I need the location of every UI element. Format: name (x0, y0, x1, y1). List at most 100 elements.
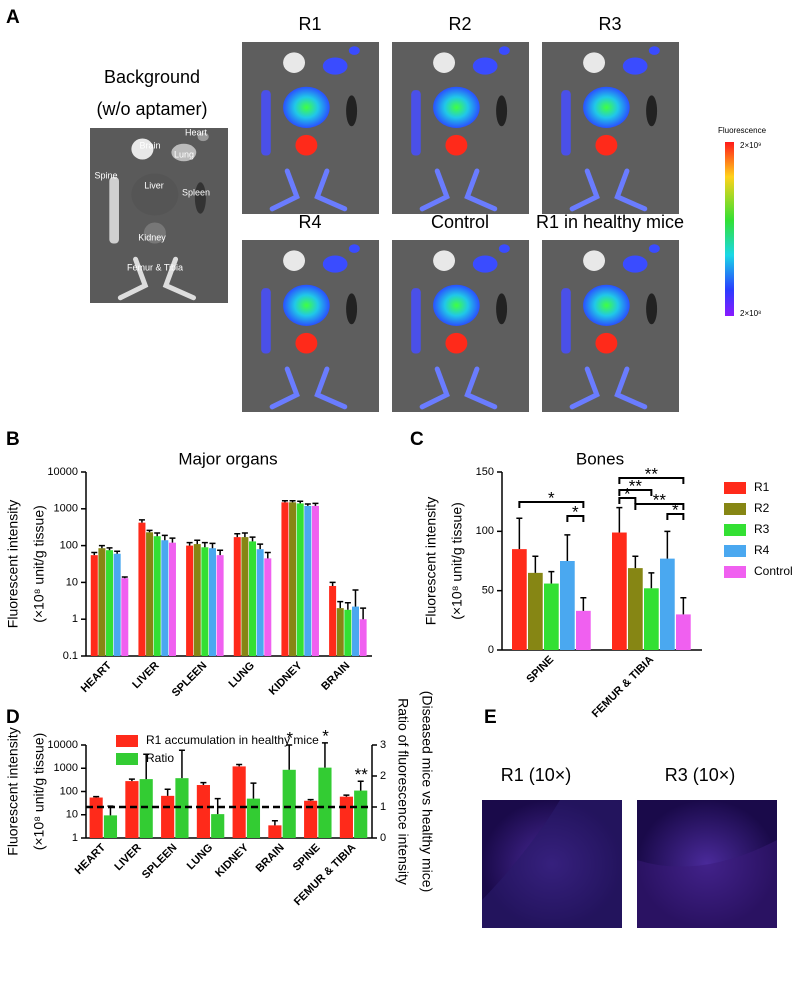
x-tick-label: LUNG (185, 842, 216, 873)
significance-bracket (566, 515, 585, 522)
significance-bracket (618, 489, 653, 496)
femur-tibia (117, 256, 196, 301)
error-bar (138, 519, 145, 523)
organ-label: Heart (185, 127, 208, 137)
lung (322, 255, 348, 273)
y-tick-label: 1 (72, 613, 78, 625)
y-axis-label: (×10⁸ unit/g tissue) (31, 733, 47, 851)
bar (268, 825, 282, 838)
heart (197, 132, 209, 142)
organ-label: Liver (144, 180, 164, 190)
error-bar (648, 572, 655, 589)
brain (433, 52, 456, 73)
bar (344, 609, 352, 656)
y-tick-label: 10000 (47, 739, 78, 751)
y-tick-label: 100 (60, 785, 78, 797)
femur-tibia (419, 366, 498, 410)
bar (304, 505, 312, 656)
bar (233, 537, 241, 656)
legend-swatch (724, 503, 746, 515)
x-tick-label: BRAIN (319, 660, 352, 693)
spine (411, 90, 421, 156)
bar (121, 578, 129, 656)
heart (498, 244, 510, 253)
kidney (595, 332, 618, 354)
organ-label: Femur & Tibia (127, 262, 183, 272)
y-tick-label: 0 (488, 644, 494, 656)
y-axis-label: Fluorescent intensity (423, 497, 439, 625)
error-bar (93, 795, 100, 798)
error-bar (106, 547, 113, 551)
chart-title: Major organs (178, 449, 277, 468)
legend-label: R4 (754, 543, 770, 557)
heart (498, 46, 510, 55)
error-bar (680, 597, 687, 615)
bar (106, 550, 114, 656)
bar (89, 797, 103, 838)
liver (583, 86, 630, 128)
error-bar (307, 798, 314, 801)
error-bar (344, 601, 351, 610)
y-tick-label: 1 (72, 832, 78, 844)
bar (90, 555, 98, 656)
error-bar (564, 534, 571, 561)
legend-label: R1 (754, 480, 770, 494)
bar (175, 778, 189, 838)
error-bar (312, 502, 319, 506)
image-title: R1 in healthy mice (536, 212, 684, 232)
bar (103, 815, 118, 838)
error-bar (164, 788, 171, 796)
error-bar (121, 576, 128, 579)
bar (612, 532, 627, 650)
error-bar (154, 532, 161, 537)
y2-axis-label: (Diseased mice vs healthy mice) (419, 691, 435, 893)
x-tick-label: LIVER (112, 842, 143, 873)
error-bar (616, 506, 623, 533)
y-tick-label: 10 (66, 576, 78, 588)
error-bar (128, 778, 135, 782)
error-bar (360, 607, 367, 620)
brain (131, 138, 154, 160)
significance-bracket (618, 477, 685, 484)
lung (622, 255, 648, 273)
legend-label: R2 (754, 501, 770, 515)
spleen (646, 293, 658, 325)
significance-label: ** (653, 490, 667, 509)
bar (232, 766, 246, 838)
image-title: R3 (10×) (665, 765, 736, 785)
colorbar-min: 2×10⁸ (740, 309, 761, 318)
error-bar (289, 500, 296, 503)
panel-label: D (6, 707, 20, 728)
bar (138, 522, 146, 656)
error-bar (234, 532, 241, 538)
error-bar (286, 744, 293, 770)
organ-label: Spleen (182, 187, 210, 197)
kidney (445, 134, 468, 156)
y-tick-label: 150 (476, 466, 494, 478)
error-bar (114, 550, 121, 554)
bar (161, 795, 175, 838)
bar (249, 541, 257, 656)
brain (283, 52, 306, 73)
y2-tick-label: 2 (380, 770, 386, 782)
bar (208, 548, 216, 656)
liver (433, 86, 480, 128)
femur-tibia (569, 366, 648, 410)
brain (583, 250, 606, 271)
error-bar (664, 530, 671, 559)
error-bar (201, 541, 208, 548)
colorbar (725, 142, 734, 316)
bar (354, 790, 368, 838)
legend-swatch (724, 545, 746, 557)
brain (433, 250, 456, 271)
x-tick-label: FEMUR & TIBIA (292, 842, 358, 908)
liver (583, 284, 630, 326)
y-tick-label: 0.1 (63, 650, 78, 662)
image-title: R3 (598, 14, 621, 34)
liver (433, 284, 480, 326)
kidney (295, 332, 318, 354)
error-bar (337, 600, 344, 609)
y-axis-label: Fluorescent intensity (5, 727, 21, 855)
bar (336, 608, 344, 656)
bar (311, 505, 319, 656)
